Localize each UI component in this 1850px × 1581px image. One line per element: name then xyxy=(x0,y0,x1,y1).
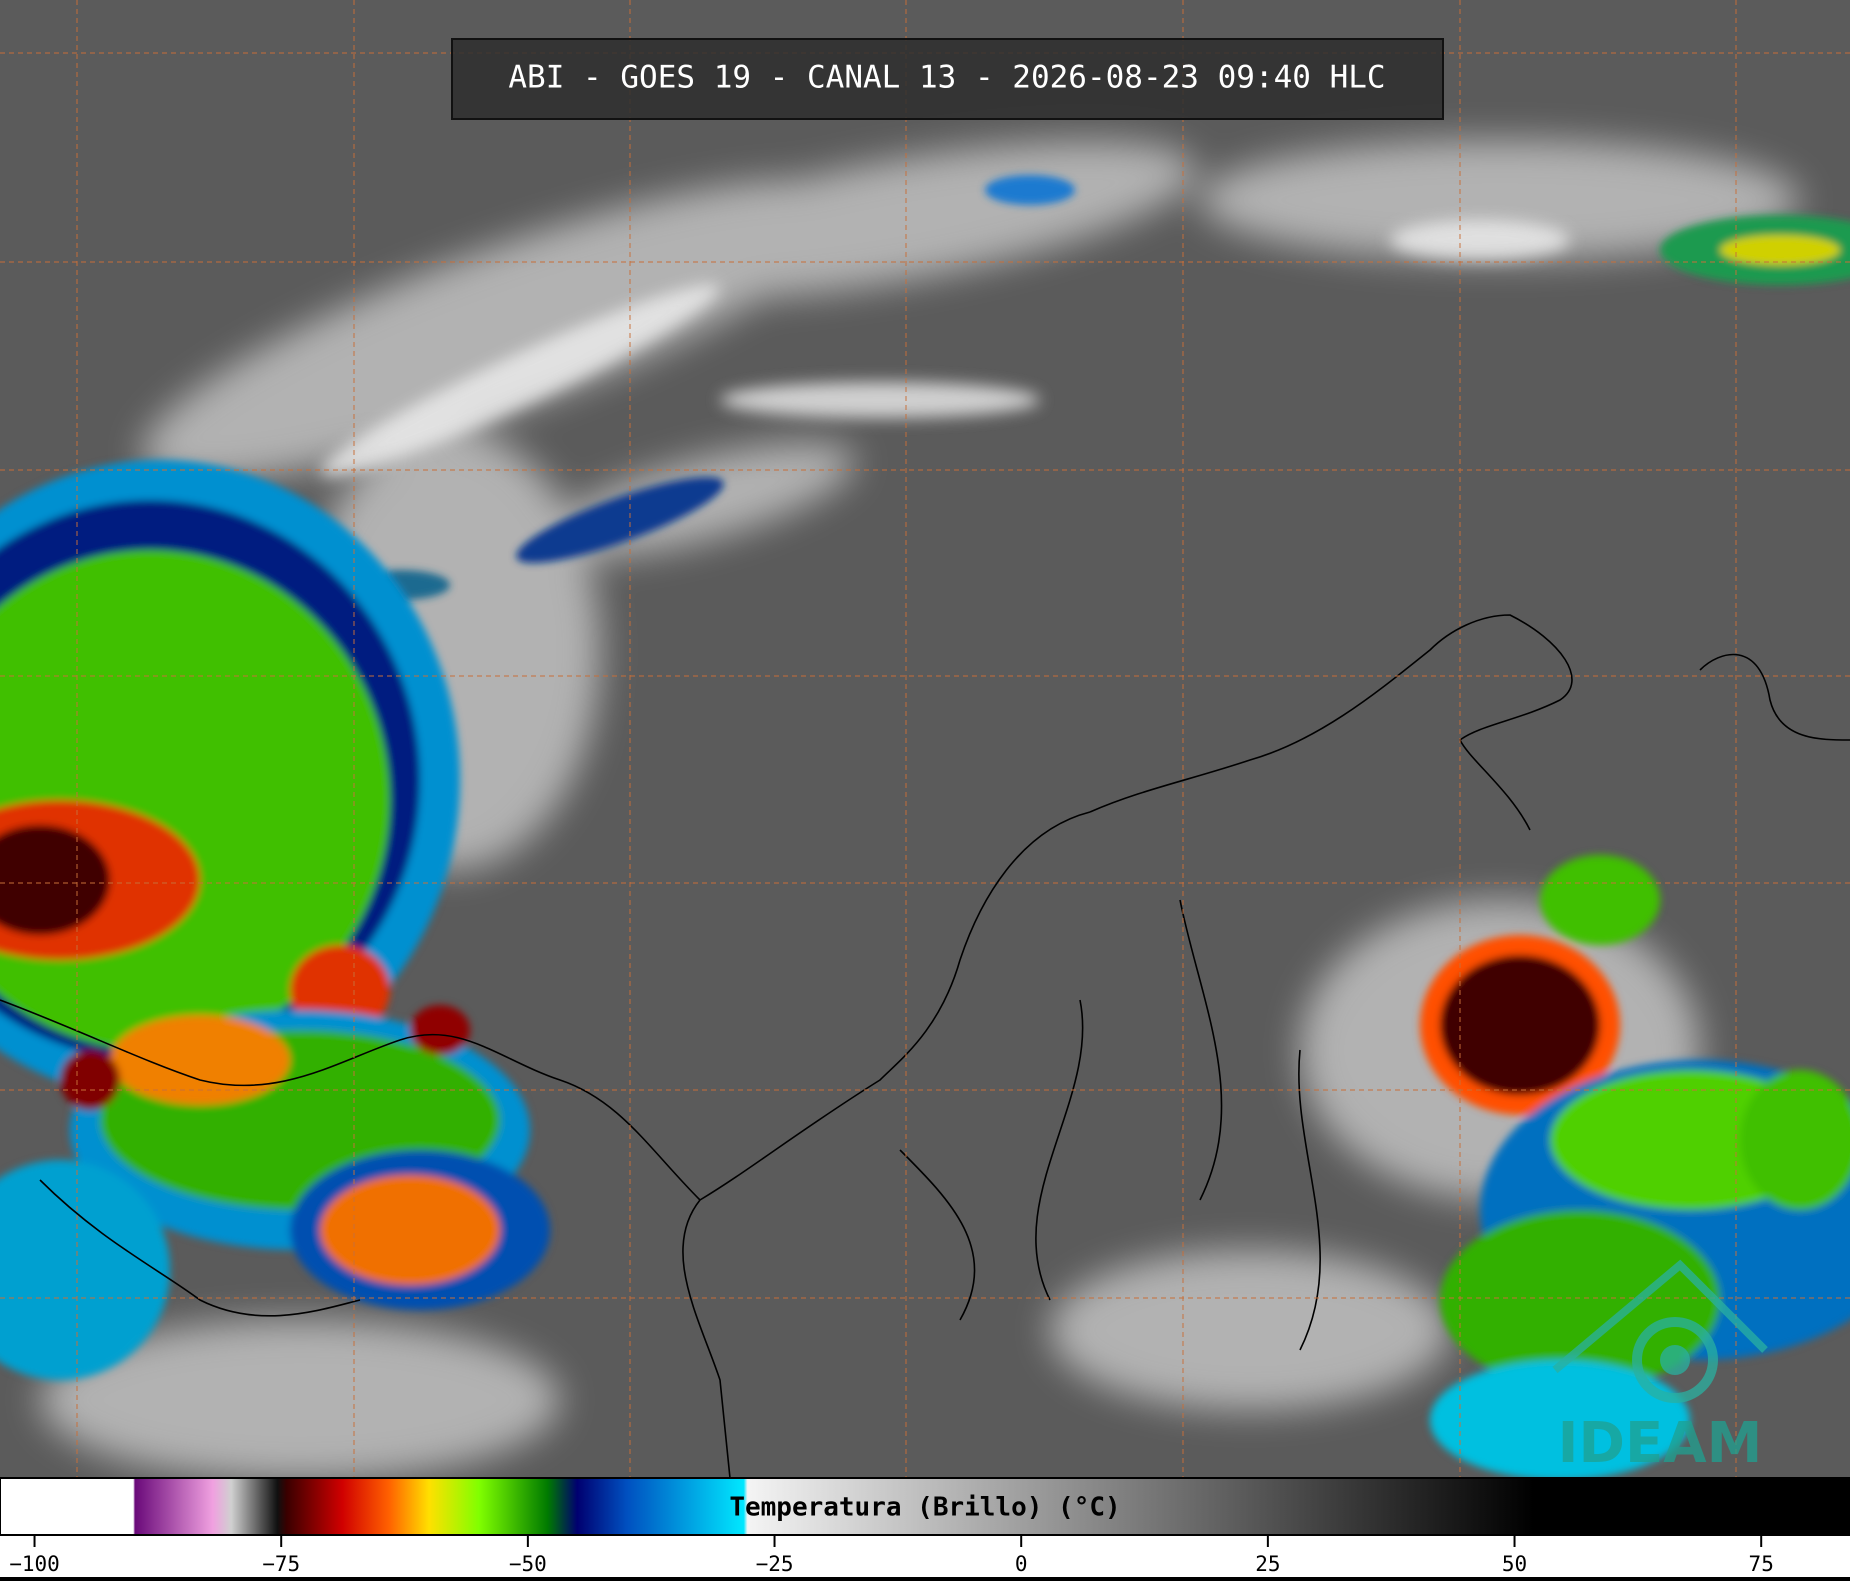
colorbar-label: Temperatura (Brillo) (°C) xyxy=(729,1493,1120,1523)
tick-label: 25 xyxy=(1255,1552,1280,1576)
tick-label: 50 xyxy=(1502,1552,1527,1576)
tick-label: 75 xyxy=(1749,1552,1774,1576)
tick-label: −100 xyxy=(9,1552,60,1576)
tick-label: −25 xyxy=(756,1552,794,1576)
tick-label: −75 xyxy=(262,1552,300,1576)
logo: IDEAM xyxy=(1552,1259,1768,1476)
tick-label: −50 xyxy=(509,1552,547,1576)
lat-lon-grid xyxy=(0,0,1850,1478)
title-box xyxy=(451,38,1444,120)
colorbar xyxy=(0,1477,1850,1536)
logo-text: IDEAM xyxy=(1558,1411,1763,1476)
tick-label: 0 xyxy=(1015,1552,1028,1576)
colorbar-ticks: −100 −75 −50 −25 0 25 50 75 xyxy=(9,1535,1774,1576)
clouds xyxy=(0,140,1850,1480)
title: ABI - GOES 19 - CANAL 13 - 2026-08-23 09… xyxy=(508,60,1385,96)
